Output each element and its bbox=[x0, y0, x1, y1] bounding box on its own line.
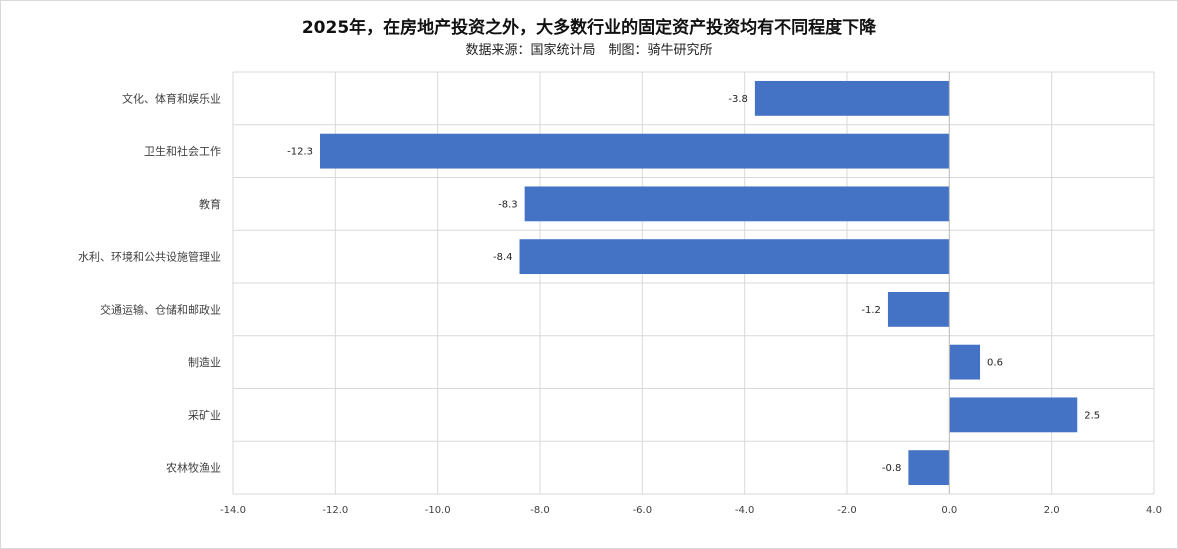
x-tick-label: -4.0 bbox=[735, 505, 755, 516]
data-label: -3.8 bbox=[728, 94, 748, 105]
category-label: 教育 bbox=[199, 197, 221, 211]
x-tick-label: -10.0 bbox=[425, 505, 451, 516]
data-label: -12.3 bbox=[287, 147, 313, 158]
data-label: -8.3 bbox=[498, 199, 518, 210]
x-tick-label: 2.0 bbox=[1044, 505, 1060, 516]
x-tick-label: -8.0 bbox=[530, 505, 550, 516]
data-label: -0.8 bbox=[882, 463, 902, 474]
bar bbox=[519, 239, 950, 275]
category-label: 农林牧渔业 bbox=[166, 461, 221, 475]
bar bbox=[949, 344, 981, 380]
x-tick-label: -2.0 bbox=[837, 505, 857, 516]
data-label: -8.4 bbox=[493, 252, 513, 263]
bar bbox=[887, 291, 950, 327]
chart-subtitle: 数据来源：国家统计局 制图：骑牛研究所 bbox=[465, 43, 713, 58]
category-label: 采矿业 bbox=[188, 409, 221, 422]
x-tick-label: 4.0 bbox=[1146, 505, 1162, 516]
data-label: 2.5 bbox=[1084, 410, 1100, 421]
chart-title: 2025年，在房地产投资之外，大多数行业的固定资产投资均有不同程度下降 bbox=[301, 18, 877, 38]
category-label: 制造业 bbox=[188, 355, 221, 369]
bar bbox=[319, 133, 950, 169]
data-label: -1.2 bbox=[861, 305, 881, 316]
x-tick-label: -14.0 bbox=[220, 505, 246, 516]
data-label: 0.6 bbox=[987, 358, 1003, 369]
bar bbox=[949, 397, 1078, 433]
category-label: 文化、体育和娱乐业 bbox=[122, 91, 221, 105]
bar bbox=[524, 186, 950, 222]
bar bbox=[754, 80, 950, 116]
category-label: 卫生和社会工作 bbox=[144, 144, 221, 158]
x-tick-label: -12.0 bbox=[322, 505, 348, 516]
category-label: 水利、环境和公共设施管理业 bbox=[78, 250, 221, 264]
x-tick-label: -6.0 bbox=[633, 505, 653, 516]
bar bbox=[908, 450, 950, 486]
category-label: 交通运输、仓储和邮政业 bbox=[100, 302, 221, 316]
x-tick-label: 0.0 bbox=[941, 505, 957, 516]
